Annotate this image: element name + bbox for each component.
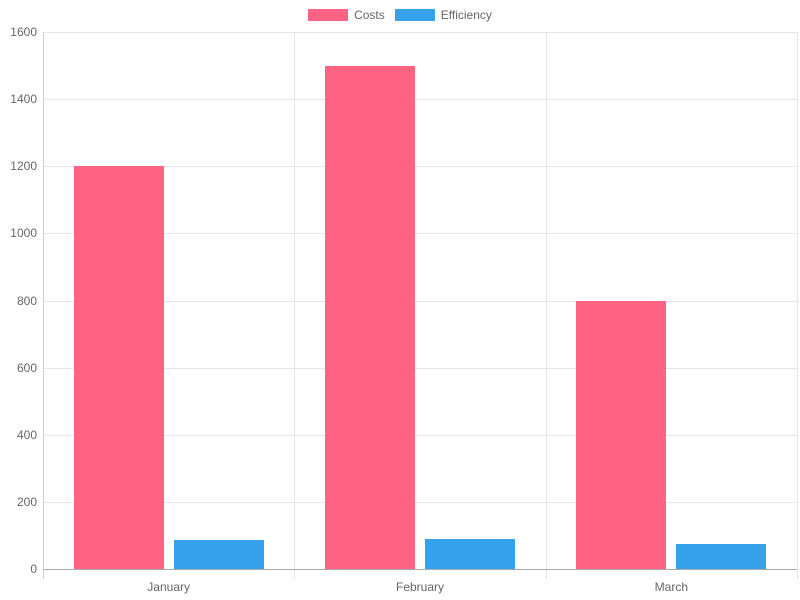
bar-efficiency-march[interactable] <box>676 543 767 569</box>
y-tick-label: 1400 <box>10 92 37 107</box>
y-tick-label: 200 <box>16 494 37 509</box>
y-tick-label: 0 <box>30 562 37 576</box>
bar-costs-january[interactable] <box>73 166 164 569</box>
gridline-horizontal <box>43 233 797 235</box>
gridline-vertical <box>294 32 296 579</box>
y-tick-label: 1200 <box>10 159 37 174</box>
gridline-horizontal <box>43 300 797 302</box>
gridline-horizontal <box>43 166 797 168</box>
legend-swatch-efficiency <box>394 9 435 21</box>
plot-area: 0 200 400 600 800 1000 1200 1400 1600 January Febr… <box>10 25 798 594</box>
y-tick-label: 1000 <box>10 226 37 241</box>
y-tick-label: 600 <box>16 360 37 375</box>
y-tick-label: 400 <box>16 427 37 442</box>
bar-costs-march[interactable] <box>576 300 667 569</box>
chart-legend: Costs Efficiency <box>0 8 800 22</box>
bar-efficiency-february[interactable] <box>425 538 515 569</box>
legend-label-efficiency: Efficiency <box>440 8 492 22</box>
y-tick-label: 1600 <box>10 25 37 39</box>
y-axis <box>43 32 44 579</box>
bar-costs-february[interactable] <box>325 65 415 569</box>
gridline-horizontal <box>43 434 797 436</box>
gridline-horizontal <box>43 367 797 369</box>
x-axis <box>43 569 797 570</box>
legend-swatch-costs <box>308 9 349 21</box>
legend-label-costs: Costs <box>354 8 385 22</box>
x-tick-label: March <box>654 580 688 594</box>
gridline-horizontal <box>43 501 797 503</box>
legend-item-costs[interactable]: Costs <box>308 8 385 22</box>
y-tick-label: 800 <box>16 293 37 308</box>
gridline-horizontal <box>43 99 797 101</box>
x-tick-label: January <box>147 580 190 594</box>
gridline-horizontal <box>43 32 797 33</box>
bar-efficiency-january[interactable] <box>173 540 264 569</box>
x-tick-label: February <box>395 580 445 594</box>
legend-item-efficiency[interactable]: Efficiency <box>394 8 492 22</box>
gridline-vertical <box>797 32 798 579</box>
gridline-vertical <box>545 32 547 579</box>
